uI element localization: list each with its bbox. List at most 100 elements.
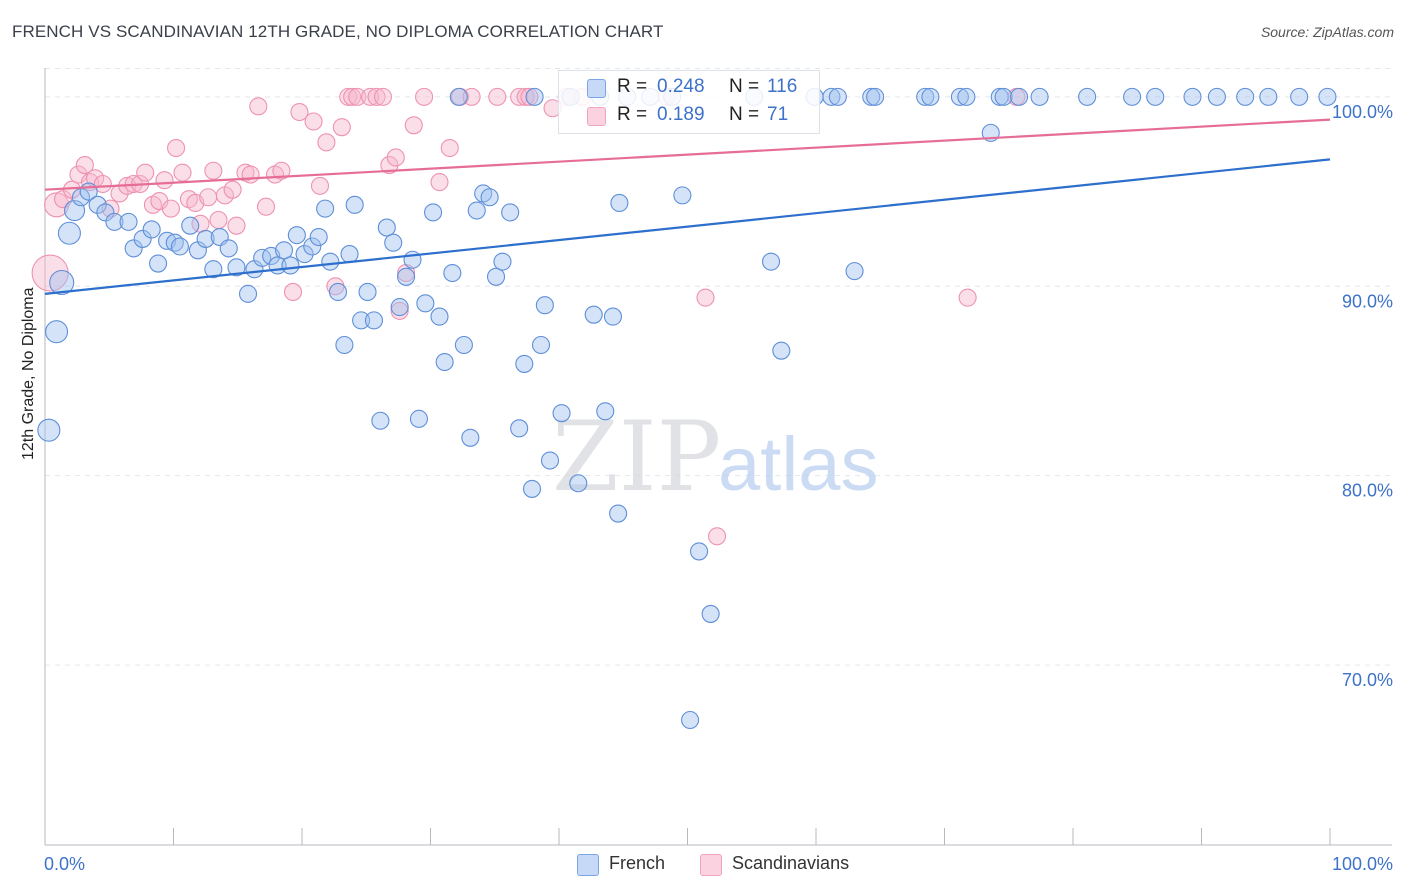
french-point-90 <box>761 252 781 271</box>
french-point-34 <box>303 237 322 256</box>
french-point-23 <box>219 239 238 258</box>
scandinavians-point-42 <box>332 118 351 137</box>
scandinavians-point-39 <box>310 176 330 195</box>
french-point-104 <box>994 87 1013 106</box>
french-point-84 <box>681 710 700 730</box>
scandinavians-point-32 <box>249 97 268 116</box>
x-tick-label-100: 100.0% <box>1332 854 1393 874</box>
french-point-72 <box>552 404 571 423</box>
french-point-7 <box>88 195 107 214</box>
french-point-52 <box>416 294 435 313</box>
french-point-68 <box>525 87 544 106</box>
bottom-legend: French Scandinavians <box>0 852 1406 876</box>
tick-labels: 70.0% 80.0% 90.0% 100.0% 0.0% 100.0% <box>44 102 1393 874</box>
y-tick-label-100: 100.0% <box>1332 102 1393 122</box>
x-tick-label-0: 0.0% <box>44 854 85 874</box>
french-trend-line <box>44 158 1331 295</box>
french-point-25 <box>238 284 258 303</box>
scandinavians-point-47 <box>367 87 386 106</box>
french-point-35 <box>309 227 328 247</box>
french-point-62 <box>480 188 499 207</box>
scandinavians-point-59 <box>488 87 507 106</box>
french-point-64 <box>493 252 512 271</box>
french-point-67 <box>515 354 534 373</box>
scandinavians-point-62 <box>520 87 539 106</box>
french-point-71 <box>540 451 560 470</box>
french-n-value: 116 <box>767 76 798 97</box>
scandinavians-legend-label: Scandinavians <box>732 853 850 873</box>
french-swatch <box>587 79 606 98</box>
french-point-66 <box>510 419 529 438</box>
y-tick-label-90: 90.0% <box>1342 291 1393 311</box>
stats-legend: R = 0.248 N = 116 R = 0.189 N = 71 <box>558 70 820 134</box>
scandinavians-point-18 <box>161 199 180 218</box>
french-point-63 <box>486 267 506 286</box>
scandinavians-n-label: N = <box>729 104 760 125</box>
scandinavians-point-14 <box>136 163 155 182</box>
y-tick-label-80: 80.0% <box>1342 481 1393 501</box>
french-point-44 <box>364 311 384 330</box>
french-point-96 <box>862 87 881 106</box>
french-point-36 <box>316 199 335 218</box>
french-point-112 <box>1236 87 1255 106</box>
legend-row-scandinavians: R = 0.189 N = 71 <box>559 102 819 130</box>
french-point-94 <box>828 87 847 106</box>
french-point-58 <box>454 335 473 355</box>
french-point-85 <box>690 542 709 561</box>
french-point-45 <box>371 411 390 430</box>
french-point-55 <box>435 352 454 372</box>
french-point-99 <box>921 87 940 106</box>
scandinavians-point-8 <box>93 174 112 194</box>
french-point-2 <box>49 269 75 296</box>
french-point-39 <box>335 335 354 355</box>
french-point-18 <box>181 216 200 235</box>
scandinavians-point-33 <box>256 197 276 216</box>
scandinavians-point-0 <box>31 254 69 292</box>
scandinavians-point-50 <box>386 148 405 167</box>
scandinavians-point-35 <box>272 161 291 180</box>
watermark: ZIP atlas <box>552 401 879 513</box>
french-point-32 <box>287 226 306 245</box>
scandinavians-point-44 <box>343 87 362 106</box>
scandinavians-point-17 <box>155 171 174 190</box>
french-point-0 <box>37 418 61 442</box>
french-point-31 <box>281 256 300 275</box>
scandinavians-point-51 <box>390 301 409 320</box>
scandinavians-point-49 <box>380 156 399 175</box>
french-point-21 <box>204 260 223 279</box>
french-point-48 <box>390 298 409 317</box>
french-point-49 <box>397 267 416 286</box>
french-point-106 <box>1030 87 1049 106</box>
french-point-47 <box>384 233 403 252</box>
french-point-100 <box>950 87 969 106</box>
french-point-38 <box>328 282 348 302</box>
scandinavians-point-55 <box>430 173 449 192</box>
french-point-24 <box>227 258 246 277</box>
french-point-1 <box>45 320 69 344</box>
scandinavians-point-24 <box>199 188 218 207</box>
scandinavians-n-value: 71 <box>767 104 789 125</box>
scandinavians-point-20 <box>173 163 192 182</box>
french-point-30 <box>274 241 294 260</box>
french-point-20 <box>196 229 215 248</box>
french-point-69 <box>531 335 551 355</box>
french-point-110 <box>1183 87 1202 106</box>
french-point-95 <box>845 262 864 281</box>
scandinavians-point-56 <box>440 138 459 158</box>
scandinavians-point-36 <box>283 282 303 302</box>
scandinavians-point-37 <box>290 102 309 122</box>
french-point-17 <box>170 237 189 256</box>
trend-lines <box>44 118 1331 295</box>
scandinavians-point-31 <box>241 165 260 184</box>
french-point-109 <box>1146 87 1165 106</box>
french-point-60 <box>467 201 486 220</box>
scandinavians-point-29 <box>227 216 246 235</box>
scandinavians-swatch <box>587 107 606 126</box>
grid-lines <box>45 67 1392 666</box>
scandinavians-point-69 <box>958 288 977 307</box>
source-label: Source: ZipAtlas.com <box>1260 24 1394 40</box>
french-point-91 <box>772 341 791 360</box>
french-point-42 <box>352 311 371 330</box>
scandinavians-point-45 <box>348 87 367 106</box>
y-tick-label-70: 70.0% <box>1342 670 1393 690</box>
